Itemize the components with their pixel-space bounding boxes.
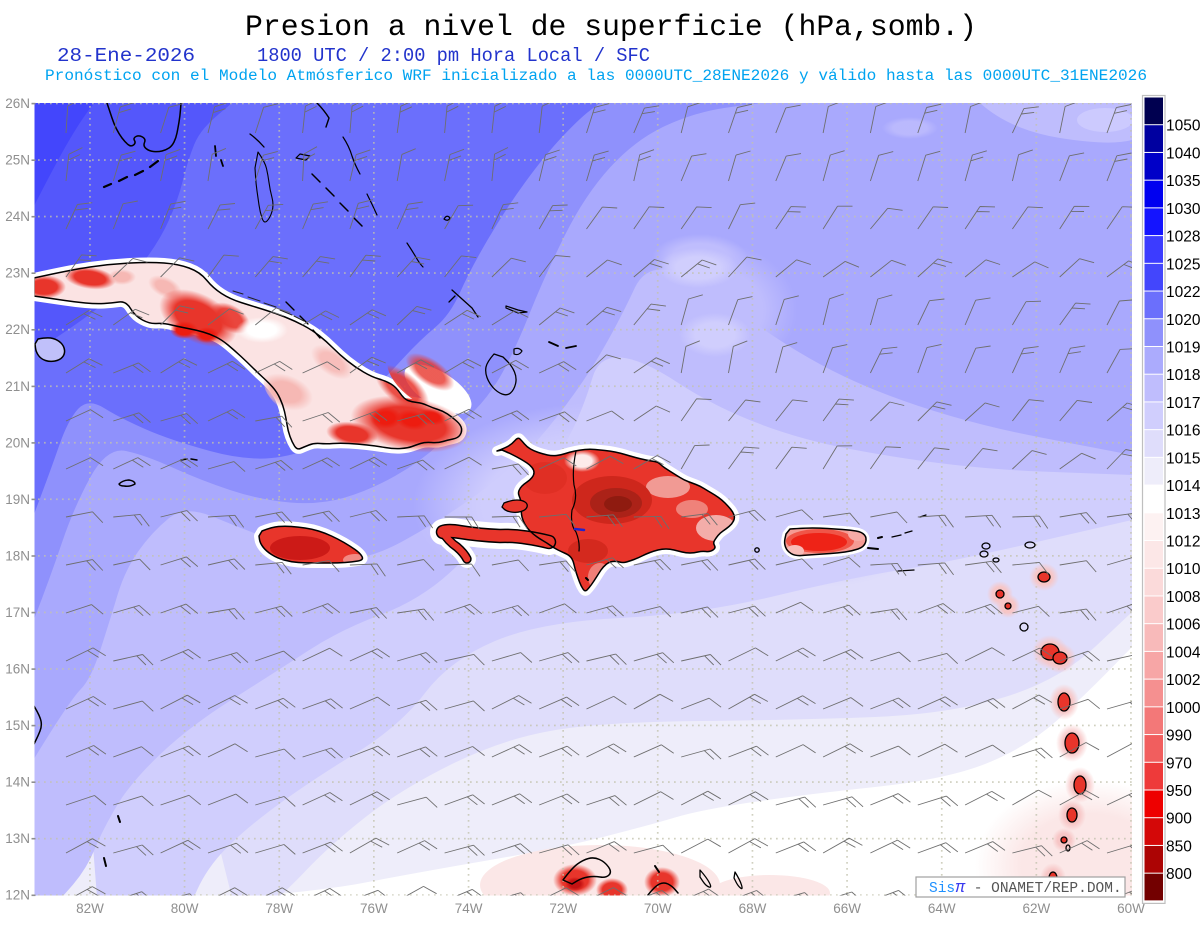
- svg-text:1028: 1028: [1166, 229, 1200, 246]
- svg-text:60W: 60W: [1117, 901, 1145, 916]
- svg-text:1022: 1022: [1166, 284, 1200, 301]
- svg-text:1006: 1006: [1166, 617, 1200, 634]
- svg-text:1014: 1014: [1166, 478, 1200, 495]
- svg-text:68W: 68W: [739, 901, 767, 916]
- svg-text:1000: 1000: [1166, 700, 1200, 717]
- svg-text:21N: 21N: [5, 379, 30, 394]
- svg-text:1004: 1004: [1166, 644, 1200, 661]
- svg-text:1800 UTC / 2:00 pm Hora Local: 1800 UTC / 2:00 pm Hora Local / SFC: [257, 45, 650, 67]
- svg-text:1010: 1010: [1166, 561, 1200, 578]
- svg-text:1018: 1018: [1166, 367, 1200, 384]
- svg-text:16N: 16N: [5, 662, 30, 677]
- svg-text:25N: 25N: [5, 153, 30, 168]
- svg-text:1008: 1008: [1166, 589, 1200, 606]
- svg-text:82W: 82W: [76, 901, 104, 916]
- svg-text:18N: 18N: [5, 548, 30, 563]
- svg-text:1020: 1020: [1166, 312, 1200, 329]
- svg-text:26N: 26N: [5, 96, 30, 111]
- svg-text:66W: 66W: [833, 901, 861, 916]
- svg-text:12N: 12N: [5, 888, 30, 903]
- svg-text:1050: 1050: [1166, 118, 1200, 135]
- svg-text:76W: 76W: [360, 901, 388, 916]
- svg-text:17N: 17N: [5, 605, 30, 620]
- svg-text:24N: 24N: [5, 209, 30, 224]
- svg-text:1015: 1015: [1166, 450, 1200, 467]
- svg-text:64W: 64W: [928, 901, 956, 916]
- svg-text:62W: 62W: [1023, 901, 1051, 916]
- svg-text:13N: 13N: [5, 831, 30, 846]
- svg-text:20N: 20N: [5, 435, 30, 450]
- svg-text:1012: 1012: [1166, 534, 1200, 551]
- svg-text:1019: 1019: [1166, 340, 1200, 357]
- svg-text:850: 850: [1166, 838, 1192, 855]
- svg-text:80W: 80W: [171, 901, 199, 916]
- svg-text:900: 900: [1166, 811, 1192, 828]
- svg-text:1013: 1013: [1166, 506, 1200, 523]
- svg-text:1030: 1030: [1166, 201, 1200, 218]
- svg-text:23N: 23N: [5, 266, 30, 281]
- svg-text:800: 800: [1166, 866, 1192, 883]
- svg-text:14N: 14N: [5, 775, 30, 790]
- svg-text:74W: 74W: [455, 901, 483, 916]
- svg-text:1016: 1016: [1166, 423, 1200, 440]
- svg-text:70W: 70W: [644, 901, 672, 916]
- svg-text:1035: 1035: [1166, 173, 1200, 190]
- svg-text:1040: 1040: [1166, 145, 1200, 162]
- svg-text:72W: 72W: [549, 901, 577, 916]
- svg-text:78W: 78W: [265, 901, 293, 916]
- svg-text:15N: 15N: [5, 718, 30, 733]
- svg-text:990: 990: [1166, 728, 1192, 745]
- svg-text:22N: 22N: [5, 322, 30, 337]
- svg-text:970: 970: [1166, 755, 1192, 772]
- svg-text:Pronóstico con el Modelo Atmós: Pronóstico con el Modelo Atmósferico WRF…: [45, 67, 1147, 85]
- svg-text:Presion a nivel de superficie: Presion a nivel de superficie (hPa,somb.…: [245, 11, 977, 45]
- svg-text:19N: 19N: [5, 492, 30, 507]
- svg-text:1025: 1025: [1166, 256, 1200, 273]
- svg-text:1017: 1017: [1166, 395, 1200, 412]
- svg-text:28-Ene-2026: 28-Ene-2026: [57, 45, 195, 67]
- svg-text:1002: 1002: [1166, 672, 1200, 689]
- svg-text:Sisπ - ONAMET/REP.DOM.: Sisπ - ONAMET/REP.DOM.: [929, 878, 1122, 897]
- svg-text:950: 950: [1166, 783, 1192, 800]
